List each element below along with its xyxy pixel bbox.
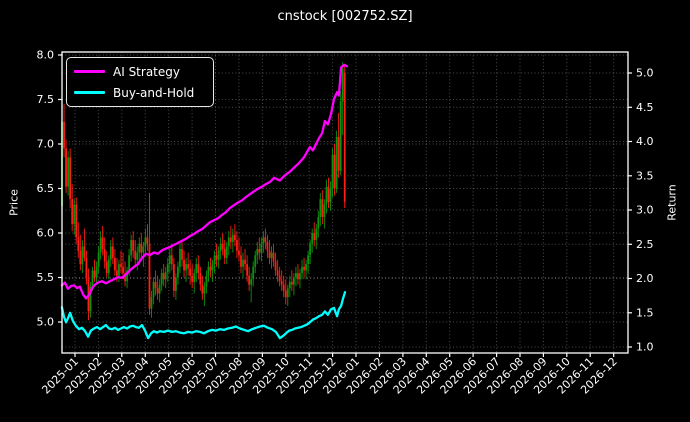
buy-and-hold-line-swatch	[74, 91, 105, 94]
svg-text:1.0: 1.0	[636, 341, 654, 354]
svg-text:4.5: 4.5	[636, 101, 654, 114]
svg-text:5.0: 5.0	[37, 316, 55, 329]
legend-item-buy-and-hold: Buy-and-Hold	[74, 85, 205, 100]
svg-text:3.0: 3.0	[636, 204, 654, 217]
buy-and-hold-line	[60, 291, 347, 340]
plot-border	[61, 51, 629, 354]
legend-label: Buy-and-Hold	[113, 85, 195, 100]
ai-strategy-line	[60, 63, 349, 300]
legend-item-ai-strategy: AI Strategy	[74, 64, 205, 79]
tick-marks	[58, 54, 632, 357]
svg-text:7.5: 7.5	[37, 93, 55, 106]
svg-text:8.0: 8.0	[37, 49, 55, 62]
svg-text:2.0: 2.0	[636, 272, 654, 285]
svg-text:6.0: 6.0	[37, 227, 55, 240]
svg-text:5.5: 5.5	[37, 271, 55, 284]
svg-text:7.0: 7.0	[37, 138, 55, 151]
candlestick-series	[61, 62, 346, 321]
svg-text:5.0: 5.0	[636, 67, 654, 80]
chart-title: cnstock [002752.SZ]	[277, 9, 413, 24]
legend-label: AI Strategy	[113, 64, 180, 79]
svg-text:6.5: 6.5	[37, 182, 55, 195]
svg-text:3.5: 3.5	[636, 169, 654, 182]
svg-text:1.5: 1.5	[636, 306, 654, 319]
legend: AI Strategy Buy-and-Hold	[66, 57, 214, 107]
ai-strategy-line-swatch	[74, 70, 105, 73]
svg-text:4.0: 4.0	[636, 135, 654, 148]
svg-text:2.5: 2.5	[636, 238, 654, 251]
